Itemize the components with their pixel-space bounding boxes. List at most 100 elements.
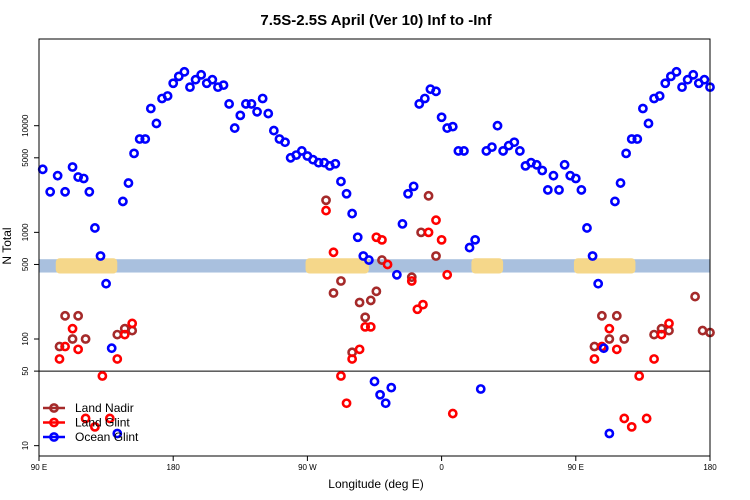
ocean-glint-point [134,134,145,144]
ocean-glint-point [391,269,402,280]
ocean-glint-point [352,232,363,243]
ocean-glint-point [117,196,128,207]
land-glint-point [336,371,346,381]
land-glint-point [634,371,645,381]
ocean-glint-point [101,278,111,289]
ocean-glint-point [296,146,307,156]
land-glint-point [73,344,84,355]
ocean-glint-point [162,91,173,101]
ocean-glint-point [453,146,464,156]
ocean-glint-point [403,188,413,199]
y-tick-label: 5000 [21,148,30,166]
ocean-glint-point [106,343,117,354]
y-tick-label: 10 [21,441,30,450]
land-glint-point [406,276,417,286]
band-highlight-2 [471,258,504,274]
ocean-glint-point [447,121,458,132]
ocean-glint-point [369,376,380,387]
land-glint-point [67,323,78,334]
ocean-glint-point [380,398,391,409]
land-nadir-point [371,286,382,297]
band-strip [39,259,710,273]
land-glint-point [354,344,365,355]
land-glint-point [97,371,108,381]
ocean-glint-point [554,185,564,195]
ocean-glint-point [190,74,201,85]
ocean-glint-point [84,186,95,197]
band-highlight-0 [55,258,118,274]
land-nadir-point [416,227,426,238]
x-tick-label: 90 W [298,463,317,472]
ocean-glint-point [548,170,559,181]
land-glint-point [321,205,331,216]
land-glint-point [360,321,371,332]
land-nadir-point [604,334,615,344]
land-glint-point [649,354,659,364]
ocean-glint-point [336,176,346,187]
land-nadir-point [54,341,65,352]
ocean-glint-point [280,137,290,148]
y-tick-label: 10000 [21,114,30,137]
ocean-glint-point [431,86,441,97]
ocean-glint-point [582,223,592,233]
ocean-glint-point [240,99,251,109]
y-tick-label: 1000 [21,223,30,241]
land-nadir-point [697,325,708,336]
ocean-glint-point [682,74,693,85]
ocean-glint-point [364,255,374,265]
land-glint-point [119,329,130,340]
ocean-glint-point [487,142,497,153]
x-tick-label: 180 [703,463,717,472]
ocean-glint-point [229,123,240,133]
ocean-glint-point [632,134,643,144]
land-glint-point [80,413,91,424]
y-tick-label: 500 [21,257,30,271]
land-nadir-point [611,310,622,321]
ocean-glint-point [638,103,648,114]
land-nadir-point [328,288,339,298]
ocean-glint-point [570,173,581,184]
ocean-glint-point [78,173,89,184]
ocean-glint-point [129,148,139,159]
ocean-glint-point [140,134,151,144]
legend-marker-ocean-glint [49,432,59,442]
land-glint-point [447,408,458,419]
ocean-glint-point [224,99,235,109]
land-glint-point [604,323,615,334]
legend-marker-land-nadir [49,403,59,413]
y-tick-label: 100 [21,332,30,346]
ocean-glint-point [470,234,481,245]
x-tick-label: 180 [167,463,181,472]
ocean-glint-point [196,69,207,80]
land-nadir-point [336,276,346,286]
land-nadir-point [321,195,331,206]
land-nadir-point [67,334,78,344]
land-glint-point [656,329,667,340]
land-nadir-point [406,272,417,283]
ocean-glint-point [621,148,632,159]
ocean-glint-point [537,165,548,176]
land-glint-point [442,269,453,280]
land-glint-point [431,215,441,226]
land-nadir-point [360,312,371,323]
ocean-glint-point [498,146,509,156]
ocean-glint-point [475,384,486,394]
land-nadir-point [354,297,365,308]
land-nadir-point [649,329,659,340]
land-glint-point [412,304,423,315]
legend-label-ocean-glint: Ocean Glint [75,430,139,444]
land-glint-point [328,247,339,258]
ocean-glint-point [185,82,195,93]
ocean-glint-point [509,137,520,148]
plot-frame [38,38,711,457]
ocean-glint-point [643,118,654,129]
ocean-glint-point [419,93,430,104]
land-glint-point [423,227,434,238]
land-nadir-point [80,334,91,344]
ocean-glint-point [671,66,682,77]
ocean-glint-point [252,106,262,117]
band-highlight-3 [573,258,636,274]
land-glint-point [664,318,674,329]
ocean-glint-point [626,134,637,144]
